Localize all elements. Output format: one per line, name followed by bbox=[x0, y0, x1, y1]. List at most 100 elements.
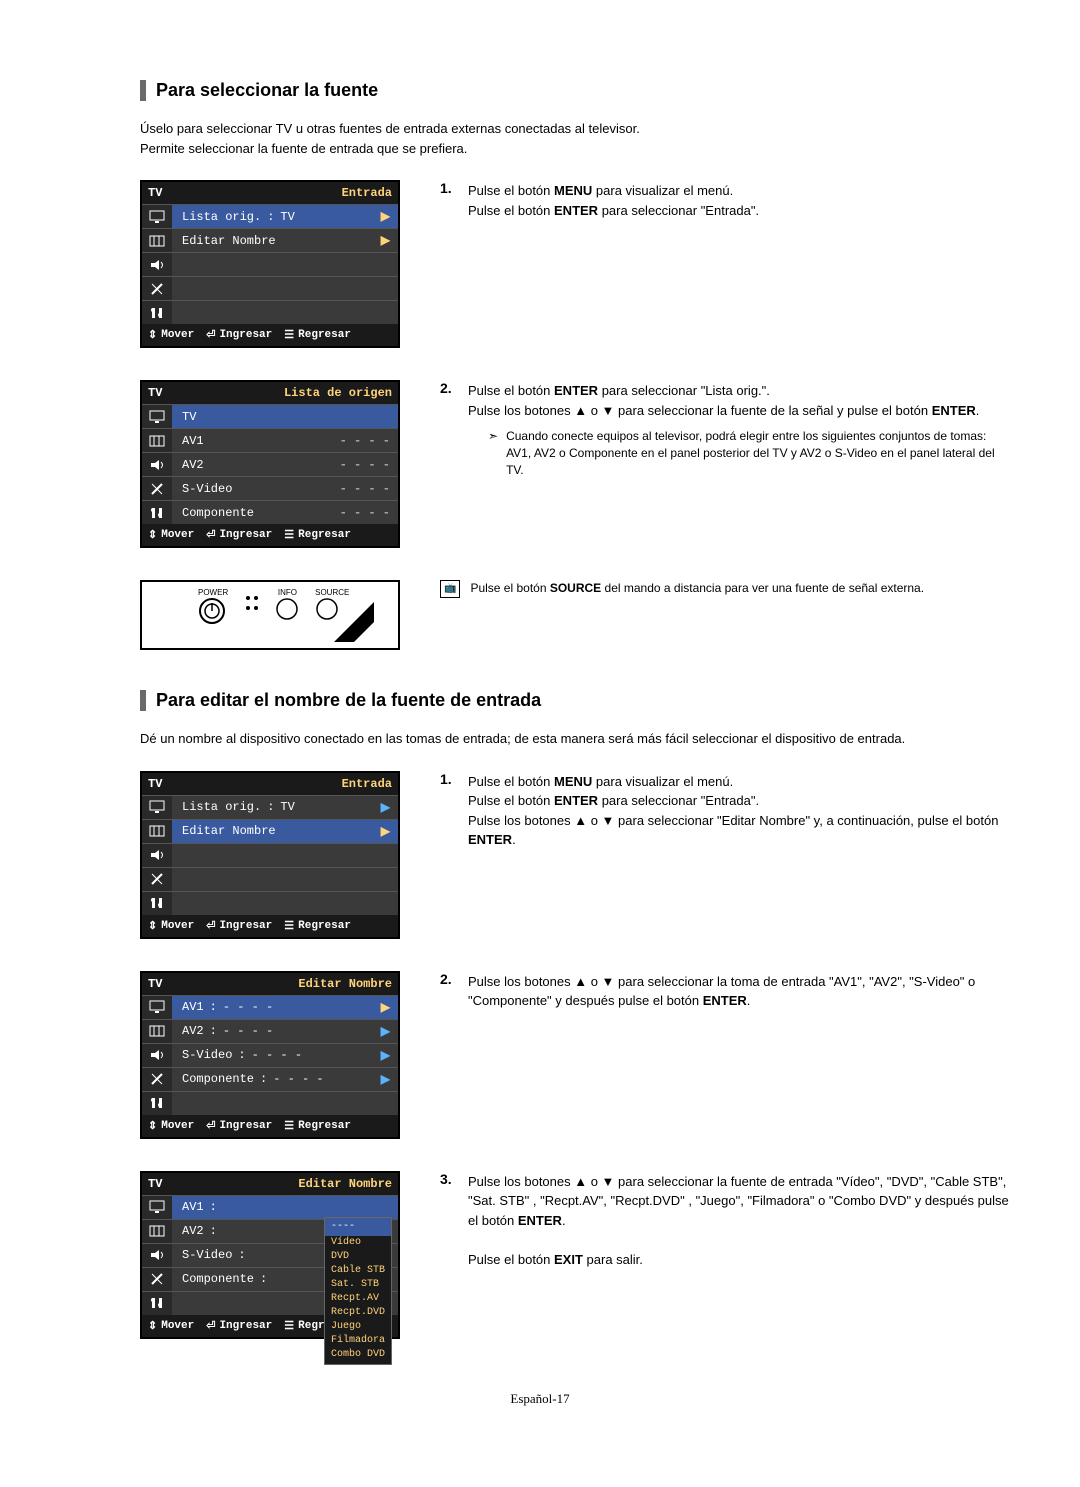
text: Pulse el botón bbox=[468, 793, 554, 808]
label-tv: TV bbox=[182, 410, 196, 424]
dropdown-item: Recpt.DVD bbox=[331, 1306, 385, 1320]
foot-regresar: Regresar bbox=[298, 529, 351, 541]
colon: : bbox=[238, 1048, 245, 1062]
step-number: 1. bbox=[440, 180, 460, 220]
picture-icon bbox=[142, 819, 172, 843]
tv-icon bbox=[142, 1195, 172, 1219]
osd-row-editar: Editar Nombre ▶ bbox=[172, 819, 398, 843]
enter-icon: ⏎ bbox=[206, 1119, 215, 1133]
osd-row-empty bbox=[172, 300, 398, 324]
step-2-2: 2. Pulse los botones ▲ o ▼ para seleccio… bbox=[440, 971, 1010, 1011]
text: Pulse el botón bbox=[468, 203, 554, 218]
osd-row-svideo: S-Video- - - - bbox=[172, 476, 398, 500]
osd-row-empty bbox=[172, 1091, 398, 1115]
row-2-1: TV Entrada Lista orig. : bbox=[140, 771, 1010, 951]
setup-icon bbox=[142, 1291, 172, 1315]
osd-title-entrada: Entrada bbox=[342, 777, 392, 791]
sound-icon bbox=[142, 843, 172, 867]
picture-icon bbox=[142, 1019, 172, 1043]
setup-icon bbox=[142, 1091, 172, 1115]
row-1-3: POWER INFO SOURCE bbox=[140, 580, 1010, 650]
foot-regresar: Regresar bbox=[298, 1120, 351, 1132]
picture-icon bbox=[142, 1219, 172, 1243]
step-number: 1. bbox=[440, 771, 460, 850]
dropdown-item: Combo DVD bbox=[331, 1348, 385, 1362]
osd-row-av1: AV1:- - - -▶ bbox=[172, 995, 398, 1019]
setup-icon bbox=[142, 891, 172, 915]
osd-row-empty bbox=[172, 252, 398, 276]
osd-foot: ⇕Mover ⏎Ingresar ☰Regresar bbox=[142, 324, 398, 346]
row-2-3: TV Editar Nombre AV1: AV2: S-Video: bbox=[140, 1171, 1010, 1351]
value-dashes: - - - - bbox=[340, 482, 390, 496]
text: Pulse el botón bbox=[468, 183, 554, 198]
label-av2: AV2 bbox=[182, 1224, 204, 1238]
remote-dots bbox=[244, 594, 260, 612]
foot-ingresar: Ingresar bbox=[219, 1320, 272, 1332]
enter-icon: ⏎ bbox=[206, 528, 215, 542]
osd-entrada-1: TV Entrada Lista orig. : bbox=[140, 180, 400, 348]
value-dashes: - - - - bbox=[252, 1048, 302, 1062]
text: . bbox=[562, 1213, 566, 1228]
sound-icon bbox=[142, 1043, 172, 1067]
value-tv: TV bbox=[280, 800, 294, 814]
foot-mover: Mover bbox=[161, 920, 194, 932]
row-1-2: TV Lista de origen TV AV1- - - - AV2- bbox=[140, 380, 1010, 560]
colon: : bbox=[260, 1272, 267, 1286]
osd-row-av1: AV1: bbox=[172, 1195, 398, 1219]
dropdown-item: Cable STB bbox=[331, 1264, 385, 1278]
colon: : bbox=[267, 800, 274, 814]
step-1-1: 1. Pulse el botón MENU para visualizar e… bbox=[440, 180, 1010, 220]
text: del mando a distancia para ver una fuent… bbox=[601, 581, 924, 595]
setup-icon bbox=[142, 500, 172, 524]
updown-icon: ⇕ bbox=[148, 919, 157, 933]
foot-regresar: Regresar bbox=[298, 920, 351, 932]
remote-info-button: INFO bbox=[275, 588, 299, 621]
text: Pulse el botón bbox=[470, 581, 549, 595]
osd-title-editar: Editar Nombre bbox=[298, 1177, 392, 1191]
osd-tv-label: TV bbox=[148, 386, 162, 400]
chevron-right-icon: ▶ bbox=[381, 824, 390, 839]
label-power: POWER bbox=[198, 588, 228, 597]
bold: ENTER bbox=[518, 1213, 562, 1228]
bold: ENTER bbox=[554, 383, 598, 398]
text: Pulse los botones ▲ o ▼ para seleccionar… bbox=[468, 813, 998, 828]
updown-icon: ⇕ bbox=[148, 1119, 157, 1133]
osd-row-empty bbox=[172, 891, 398, 915]
label-editar: Editar Nombre bbox=[182, 234, 276, 248]
osd-dropdown: ---- Vídeo DVD Cable STB Sat. STB Recpt.… bbox=[324, 1217, 392, 1365]
section1-intro: Úselo para seleccionar TV u otras fuente… bbox=[140, 119, 1010, 158]
label-svideo: S-Video bbox=[182, 1048, 232, 1062]
channel-icon bbox=[142, 1267, 172, 1291]
value-dashes: - - - - bbox=[223, 1000, 273, 1014]
right-col: 1. Pulse el botón MENU para visualizar e… bbox=[440, 180, 1010, 360]
setup-icon bbox=[142, 300, 172, 324]
osd-lista-origen: TV Lista de origen TV AV1- - - - AV2- bbox=[140, 380, 400, 548]
osd-row-editar: Editar Nombre ▶ bbox=[172, 228, 398, 252]
enter-icon: ⏎ bbox=[206, 328, 215, 342]
updown-icon: ⇕ bbox=[148, 1319, 157, 1333]
dropdown-item: ---- bbox=[325, 1218, 391, 1236]
dropdown-item: Juego bbox=[331, 1320, 385, 1334]
colon: : bbox=[267, 210, 274, 224]
foot-ingresar: Ingresar bbox=[219, 529, 272, 541]
menu-icon: ☰ bbox=[284, 328, 294, 342]
tv-icon bbox=[142, 795, 172, 819]
osd-icon-strip bbox=[142, 204, 172, 324]
row-1-1: TV Entrada Lista orig. : bbox=[140, 180, 1010, 360]
step-sub: ➣ Cuando conecte equipos al televisor, p… bbox=[468, 428, 1010, 478]
osd-row-av2: AV2:- - - -▶ bbox=[172, 1019, 398, 1043]
osd-tv-label: TV bbox=[148, 1177, 162, 1191]
bold: MENU bbox=[554, 774, 592, 789]
text: Pulse el botón bbox=[468, 1252, 554, 1267]
step-number: 2. bbox=[440, 380, 460, 478]
colon: : bbox=[210, 1024, 217, 1038]
colon: : bbox=[210, 1000, 217, 1014]
colon: : bbox=[260, 1072, 267, 1086]
text: Pulse el botón bbox=[468, 383, 554, 398]
step-1-2: 2. Pulse el botón ENTER para seleccionar… bbox=[440, 380, 1010, 478]
foot-mover: Mover bbox=[161, 529, 194, 541]
text: para visualizar el menú. bbox=[592, 774, 733, 789]
step-2-3: 3. Pulse los botones ▲ o ▼ para seleccio… bbox=[440, 1171, 1010, 1270]
label-comp: Componente bbox=[182, 1072, 254, 1086]
dropdown-item: Vídeo bbox=[331, 1236, 385, 1250]
